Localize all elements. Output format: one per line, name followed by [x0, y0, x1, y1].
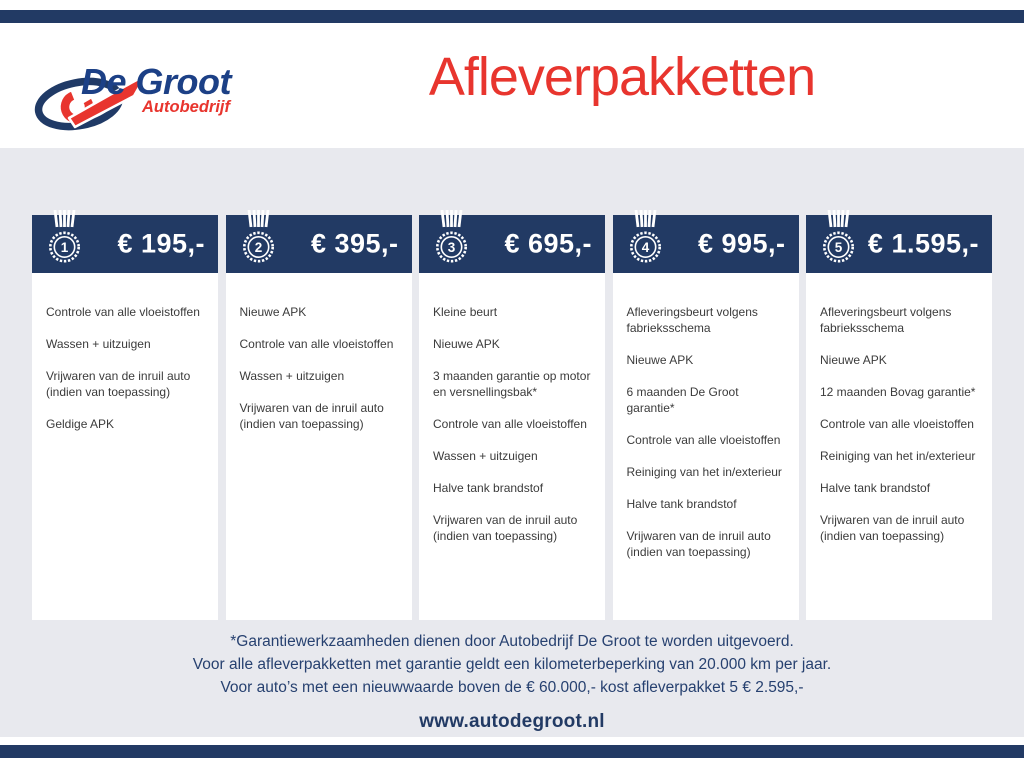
footer-notes: *Garantiewerkzaamheden dienen door Autob…	[0, 630, 1024, 699]
package-feature: Vrijwaren van de inruil auto (indien van…	[820, 513, 965, 543]
medal-icon: 5	[823, 210, 854, 263]
package-feature-list: Controle van alle vloeistoffen Wassen + u…	[32, 273, 218, 432]
package-cards-row: 1 € 195,- Controle van alle vloeistoffen…	[32, 210, 992, 620]
medal-icon: 4	[629, 210, 661, 263]
package-card: 5 € 1.595,- Afleveringsbeurt volgens fab…	[806, 210, 992, 620]
package-price: € 995,-	[697, 228, 786, 259]
package-feature: Halve tank brandstof	[626, 497, 737, 511]
medal-number: 3	[448, 240, 456, 255]
package-feature-list: Nieuwe APK Controle van alle vloeistoffen…	[226, 273, 412, 432]
package-feature: Controle van alle vloeistoffen	[626, 433, 781, 447]
package-card-header: 5 € 1.595,-	[806, 210, 992, 273]
package-feature: Vrijwaren van de inruil auto (indien van…	[46, 369, 191, 399]
package-feature: Controle van alle vloeistoffen	[433, 417, 587, 431]
medal-number: 4	[641, 240, 649, 255]
medal-number: 1	[61, 240, 69, 255]
package-feature: Controle van alle vloeistoffen	[46, 305, 200, 319]
package-card-header: 4 € 995,-	[612, 210, 799, 273]
package-feature: 6 maanden De Groot garantie*	[626, 385, 739, 415]
package-price: € 1.595,-	[867, 228, 979, 259]
content-band: 1 € 195,- Controle van alle vloeistoffen…	[0, 148, 1024, 737]
bottom-accent-bar	[0, 745, 1024, 758]
package-feature-list: Afleveringsbeurt volgens fabrieksschema N…	[613, 273, 799, 560]
package-card: 1 € 195,- Controle van alle vloeistoffen…	[32, 210, 218, 620]
package-card: 2 € 395,- Nieuwe APK Controle van alle vl…	[225, 210, 412, 620]
package-feature: 3 maanden garantie op motor en versnelli…	[433, 369, 591, 399]
package-card: 4 € 995,- Afleveringsbeurt volgens fabri…	[612, 210, 799, 620]
footer-note-line: Voor auto’s met een nieuwwaarde boven de…	[220, 679, 804, 696]
package-feature-list: Kleine beurt Nieuwe APK 3 maanden garantie…	[419, 273, 605, 544]
package-feature: Vrijwaren van de inruil auto (indien van…	[239, 401, 384, 431]
package-feature: Controle van alle vloeistoffen	[239, 337, 394, 351]
package-price: € 195,-	[117, 228, 205, 259]
brand-logo: De Groot Autobedrijf	[33, 50, 238, 145]
package-feature-list: Afleveringsbeurt volgens fabrieksschema N…	[806, 273, 992, 544]
package-feature: Reiniging van het in/exterieur	[820, 449, 976, 463]
package-feature: Nieuwe APK	[626, 353, 694, 367]
package-card-header: 1 € 195,-	[32, 210, 218, 273]
logo-red-slash	[67, 73, 148, 129]
package-feature: Wassen + uitzuigen	[239, 369, 345, 383]
website-url: www.autodegroot.nl	[419, 711, 605, 732]
package-price: € 395,-	[310, 228, 399, 259]
package-feature: Nieuwe APK	[239, 305, 307, 319]
brand-subtitle: Autobedrijf	[141, 98, 231, 116]
package-feature: Halve tank brandstof	[433, 481, 544, 495]
page-title: Afleverpakketten	[428, 47, 816, 107]
package-feature: Wassen + uitzuigen	[433, 449, 538, 463]
medal-number: 2	[254, 240, 262, 255]
footer-note-line: *Garantiewerkzaamheden dienen door Autob…	[230, 633, 794, 650]
package-feature: Afleveringsbeurt volgens fabrieksschema	[820, 305, 952, 335]
package-feature: Afleveringsbeurt volgens fabrieksschema	[626, 305, 758, 335]
package-card-header: 2 € 395,-	[225, 210, 412, 273]
package-feature: Kleine beurt	[433, 305, 498, 319]
package-feature: Reiniging van het in/exterieur	[626, 465, 782, 479]
package-feature: Nieuwe APK	[433, 337, 500, 351]
package-feature: Controle van alle vloeistoffen	[820, 417, 974, 431]
brand-name: De Groot	[81, 61, 234, 102]
footer-note-line: Voor alle afleverpakketten met garantie …	[192, 656, 832, 673]
package-feature: Wassen + uitzuigen	[46, 337, 151, 351]
package-feature: Vrijwaren van de inruil auto (indien van…	[433, 513, 578, 543]
package-feature: 12 maanden Bovag garantie*	[820, 385, 976, 399]
package-feature: Nieuwe APK	[820, 353, 887, 367]
medal-number: 5	[835, 240, 843, 255]
medal-icon: 2	[242, 210, 274, 263]
top-accent-bar	[0, 10, 1024, 23]
brand-logo-graphic: De Groot Autobedrijf	[34, 61, 234, 131]
medal-icon: 3	[436, 210, 467, 263]
medal-icon: 1	[49, 210, 80, 263]
package-feature: Vrijwaren van de inruil auto (indien van…	[626, 529, 771, 559]
package-card-header: 3 € 695,-	[419, 210, 605, 273]
package-card: 3 € 695,- Kleine beurt Nieuwe APK 3 maande…	[419, 210, 605, 620]
package-feature: Halve tank brandstof	[820, 481, 931, 495]
package-price: € 695,-	[504, 228, 592, 259]
package-feature: Geldige APK	[46, 417, 115, 431]
